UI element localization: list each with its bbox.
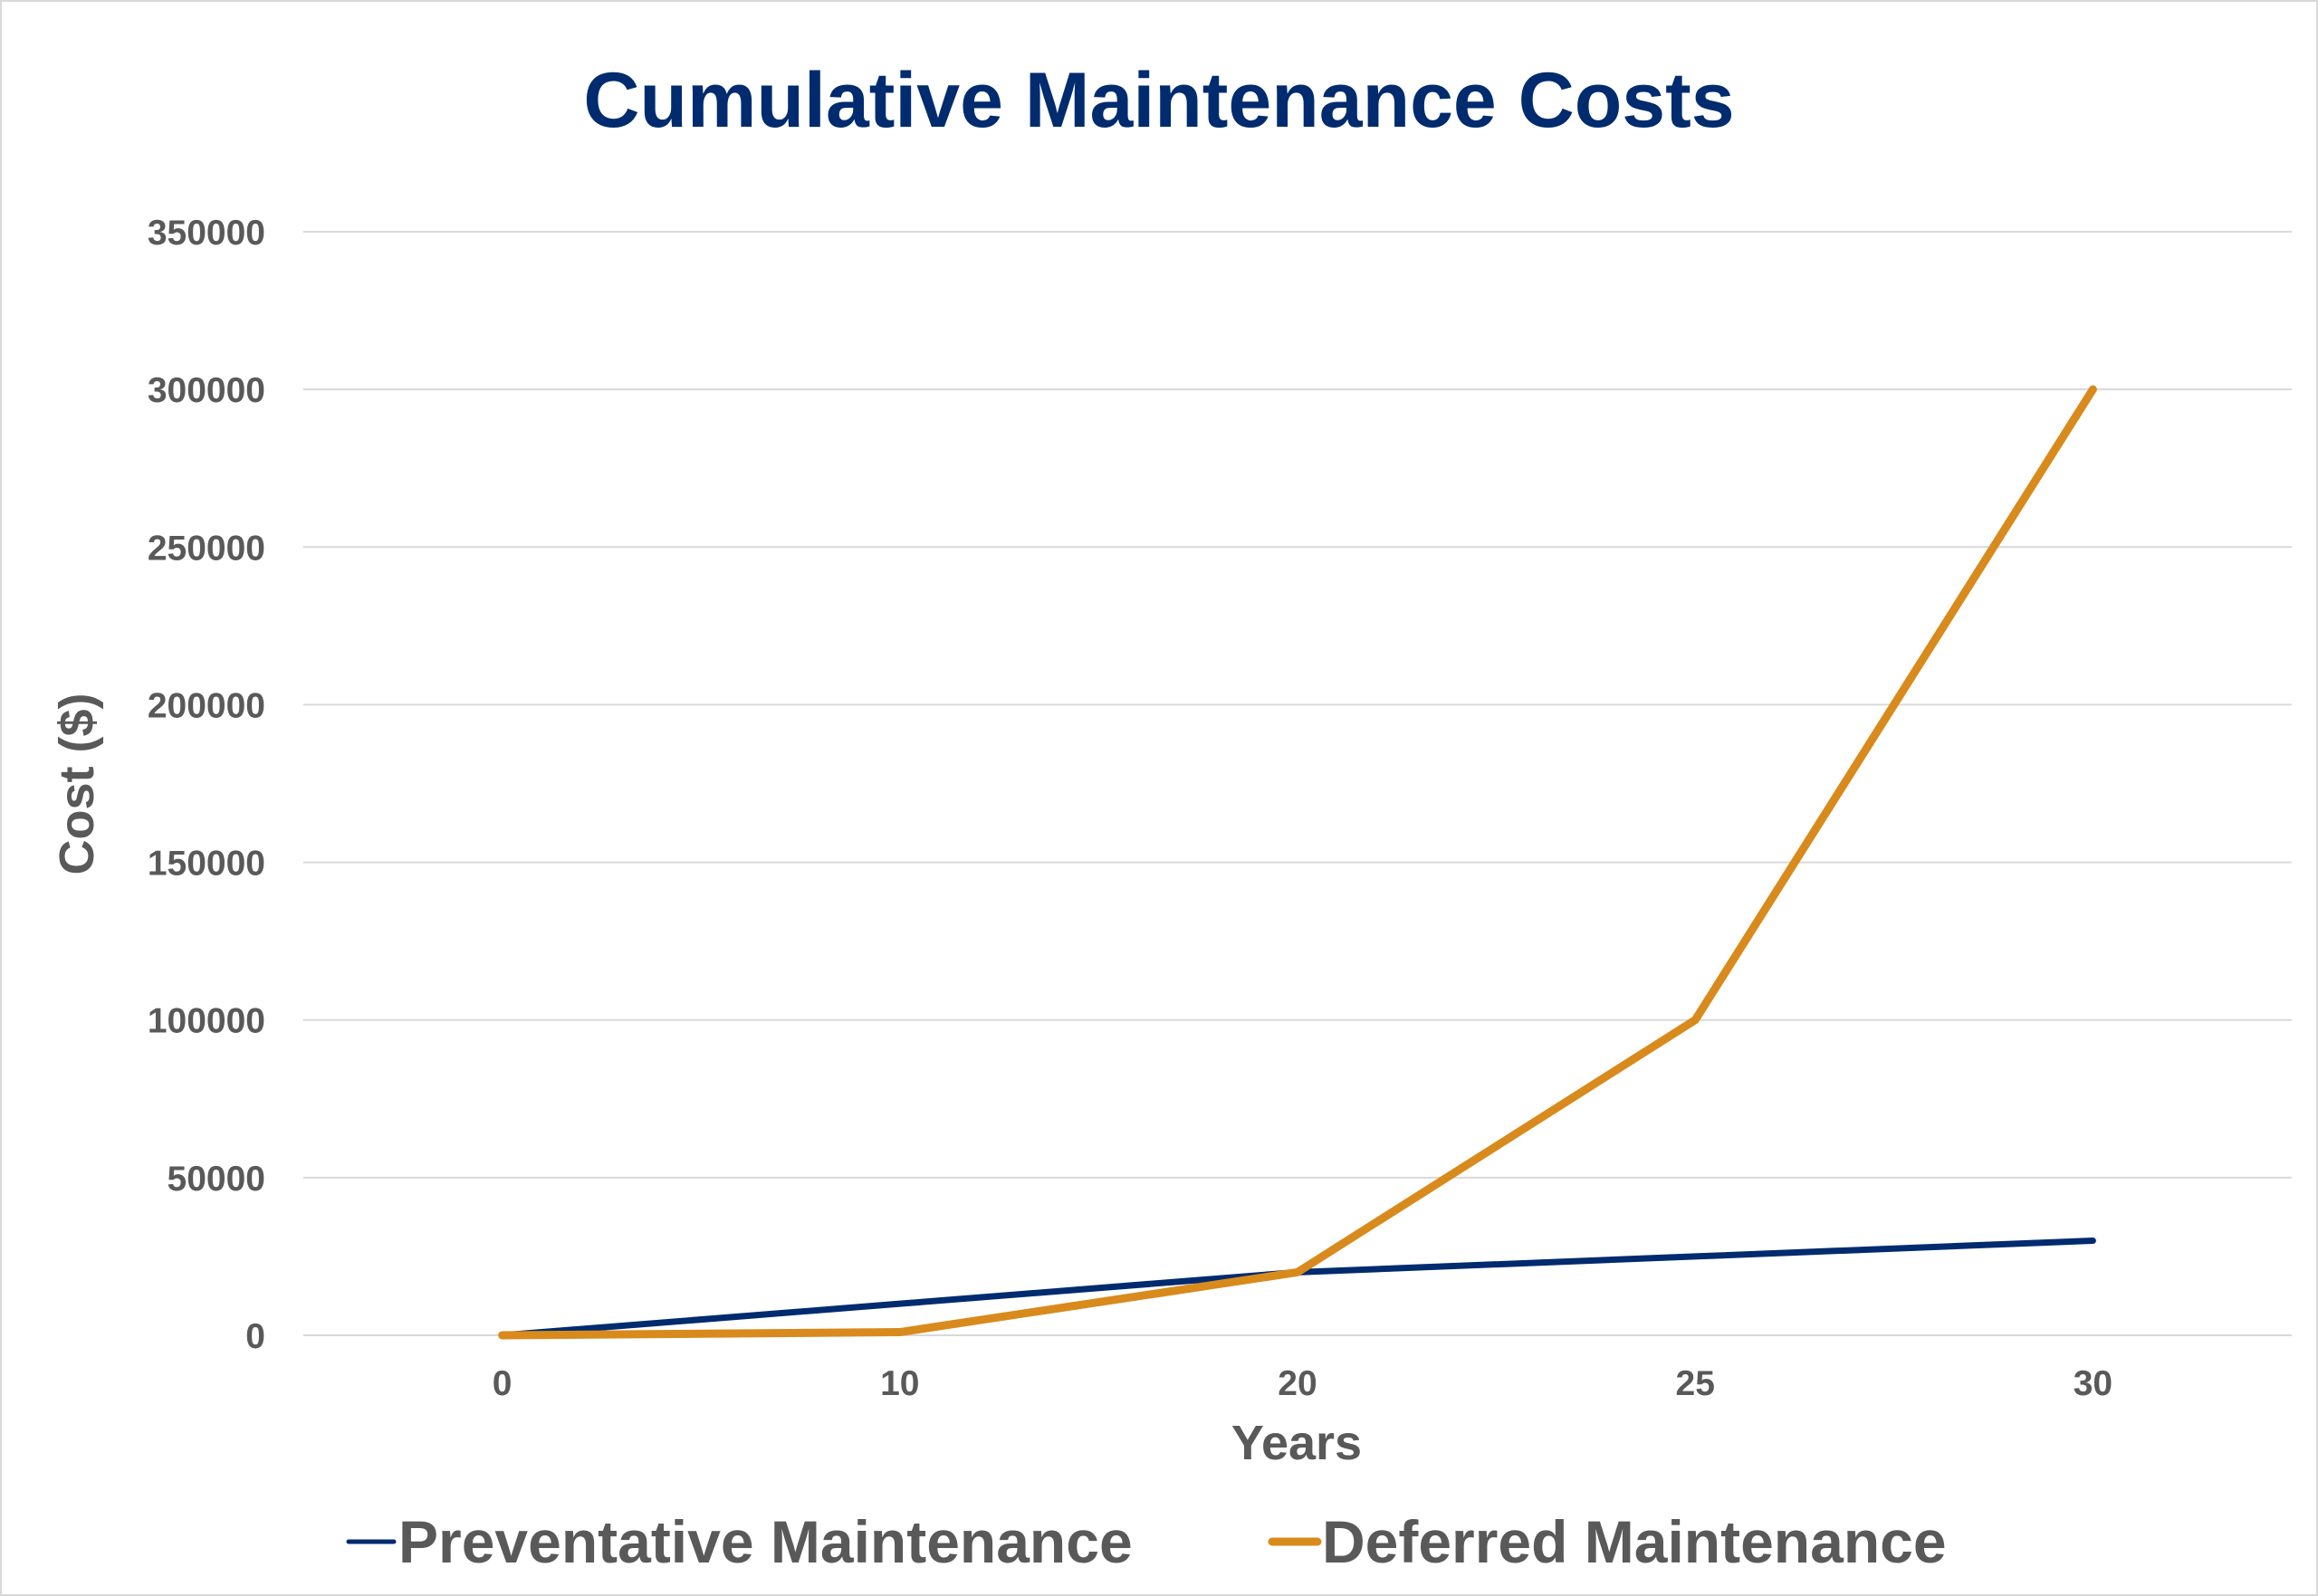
x-tick-labels: 0 10 20 25 30 bbox=[493, 1364, 2112, 1403]
y-tick-label: 200000 bbox=[148, 686, 265, 725]
series-line-preventative bbox=[499, 1238, 2096, 1339]
gridlines bbox=[303, 231, 2292, 1336]
y-tick-label: 100000 bbox=[148, 1002, 265, 1041]
x-tick-label: 25 bbox=[1676, 1364, 1715, 1403]
series-lines bbox=[498, 385, 2097, 1340]
y-tick-labels: 0 50000 100000 150000 200000 250000 300000 3500… bbox=[148, 214, 265, 1356]
y-tick-label: 300000 bbox=[148, 371, 265, 410]
x-tick-label: 10 bbox=[880, 1364, 919, 1403]
legend: Preventative Maintenance Deferred Mainten… bbox=[346, 1508, 1947, 1575]
y-axis-label: Cost ($) bbox=[50, 693, 104, 875]
x-tick-label: 0 bbox=[493, 1364, 512, 1403]
legend-label: Deferred Maintenance bbox=[1322, 1508, 1947, 1575]
y-tick-label: 350000 bbox=[148, 214, 265, 253]
x-axis-label: Years bbox=[1231, 1416, 1362, 1470]
chart-title: Cumulative Maintenance Costs bbox=[583, 57, 1734, 144]
y-tick-label: 150000 bbox=[148, 845, 265, 884]
y-tick-label: 0 bbox=[245, 1317, 265, 1356]
x-tick-label: 20 bbox=[1278, 1364, 1317, 1403]
y-tick-label: 50000 bbox=[168, 1160, 265, 1199]
y-tick-label: 250000 bbox=[148, 529, 265, 568]
x-tick-label: 30 bbox=[2074, 1364, 2112, 1403]
legend-label: Preventative Maintenance bbox=[398, 1508, 1133, 1575]
